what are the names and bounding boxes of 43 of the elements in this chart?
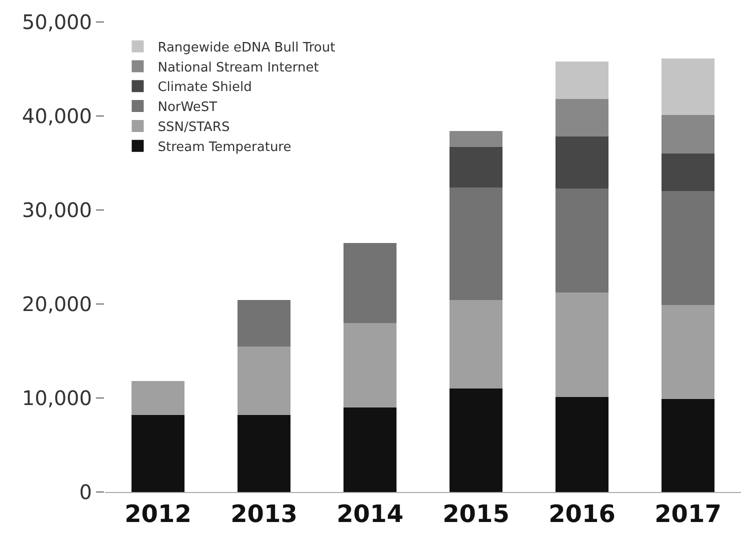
bar (662, 154, 714, 192)
x-tick-label: 2012 (124, 500, 192, 528)
bar (344, 407, 396, 492)
y-tick-label: 10,000 (22, 386, 92, 410)
x-tick-label: 2017 (654, 500, 722, 528)
legend-label: SSN/STARS (158, 120, 230, 136)
bar (344, 322, 396, 408)
bar (344, 242, 396, 323)
bar (238, 414, 290, 492)
bar (662, 115, 714, 154)
bar (556, 397, 608, 492)
bar (238, 346, 290, 415)
y-tick-label: 50,000 (22, 10, 92, 34)
bar (556, 99, 608, 137)
bar (450, 300, 502, 389)
bar (450, 187, 502, 300)
bar (450, 147, 502, 188)
x-tick-label: 2014 (336, 500, 404, 528)
bar (556, 61, 608, 100)
y-tick-label: 20,000 (22, 292, 92, 316)
y-tick-label: 40,000 (22, 104, 92, 128)
bar (556, 292, 608, 398)
bar (132, 414, 184, 492)
y-tick-label: 0 (79, 480, 92, 504)
legend-label: National Stream Internet (158, 60, 319, 76)
bar (662, 58, 714, 116)
y-tick-label: 30,000 (22, 198, 92, 222)
legend-label: NorWeST (158, 100, 218, 116)
bar (662, 191, 714, 305)
legend-label: Stream Temperature (158, 140, 292, 155)
legend-label: Climate Shield (158, 80, 252, 96)
bar (238, 300, 290, 346)
bar (556, 136, 608, 188)
x-tick-label: 2013 (230, 500, 298, 528)
bar (556, 188, 608, 293)
bar (450, 131, 502, 148)
bar (662, 304, 714, 399)
bar (450, 388, 502, 492)
x-tick-label: 2015 (442, 500, 510, 528)
bar (132, 381, 184, 415)
legend-label: Rangewide eDNA Bull Trout (158, 40, 336, 56)
bar (662, 398, 714, 492)
x-tick-label: 2016 (548, 500, 616, 528)
